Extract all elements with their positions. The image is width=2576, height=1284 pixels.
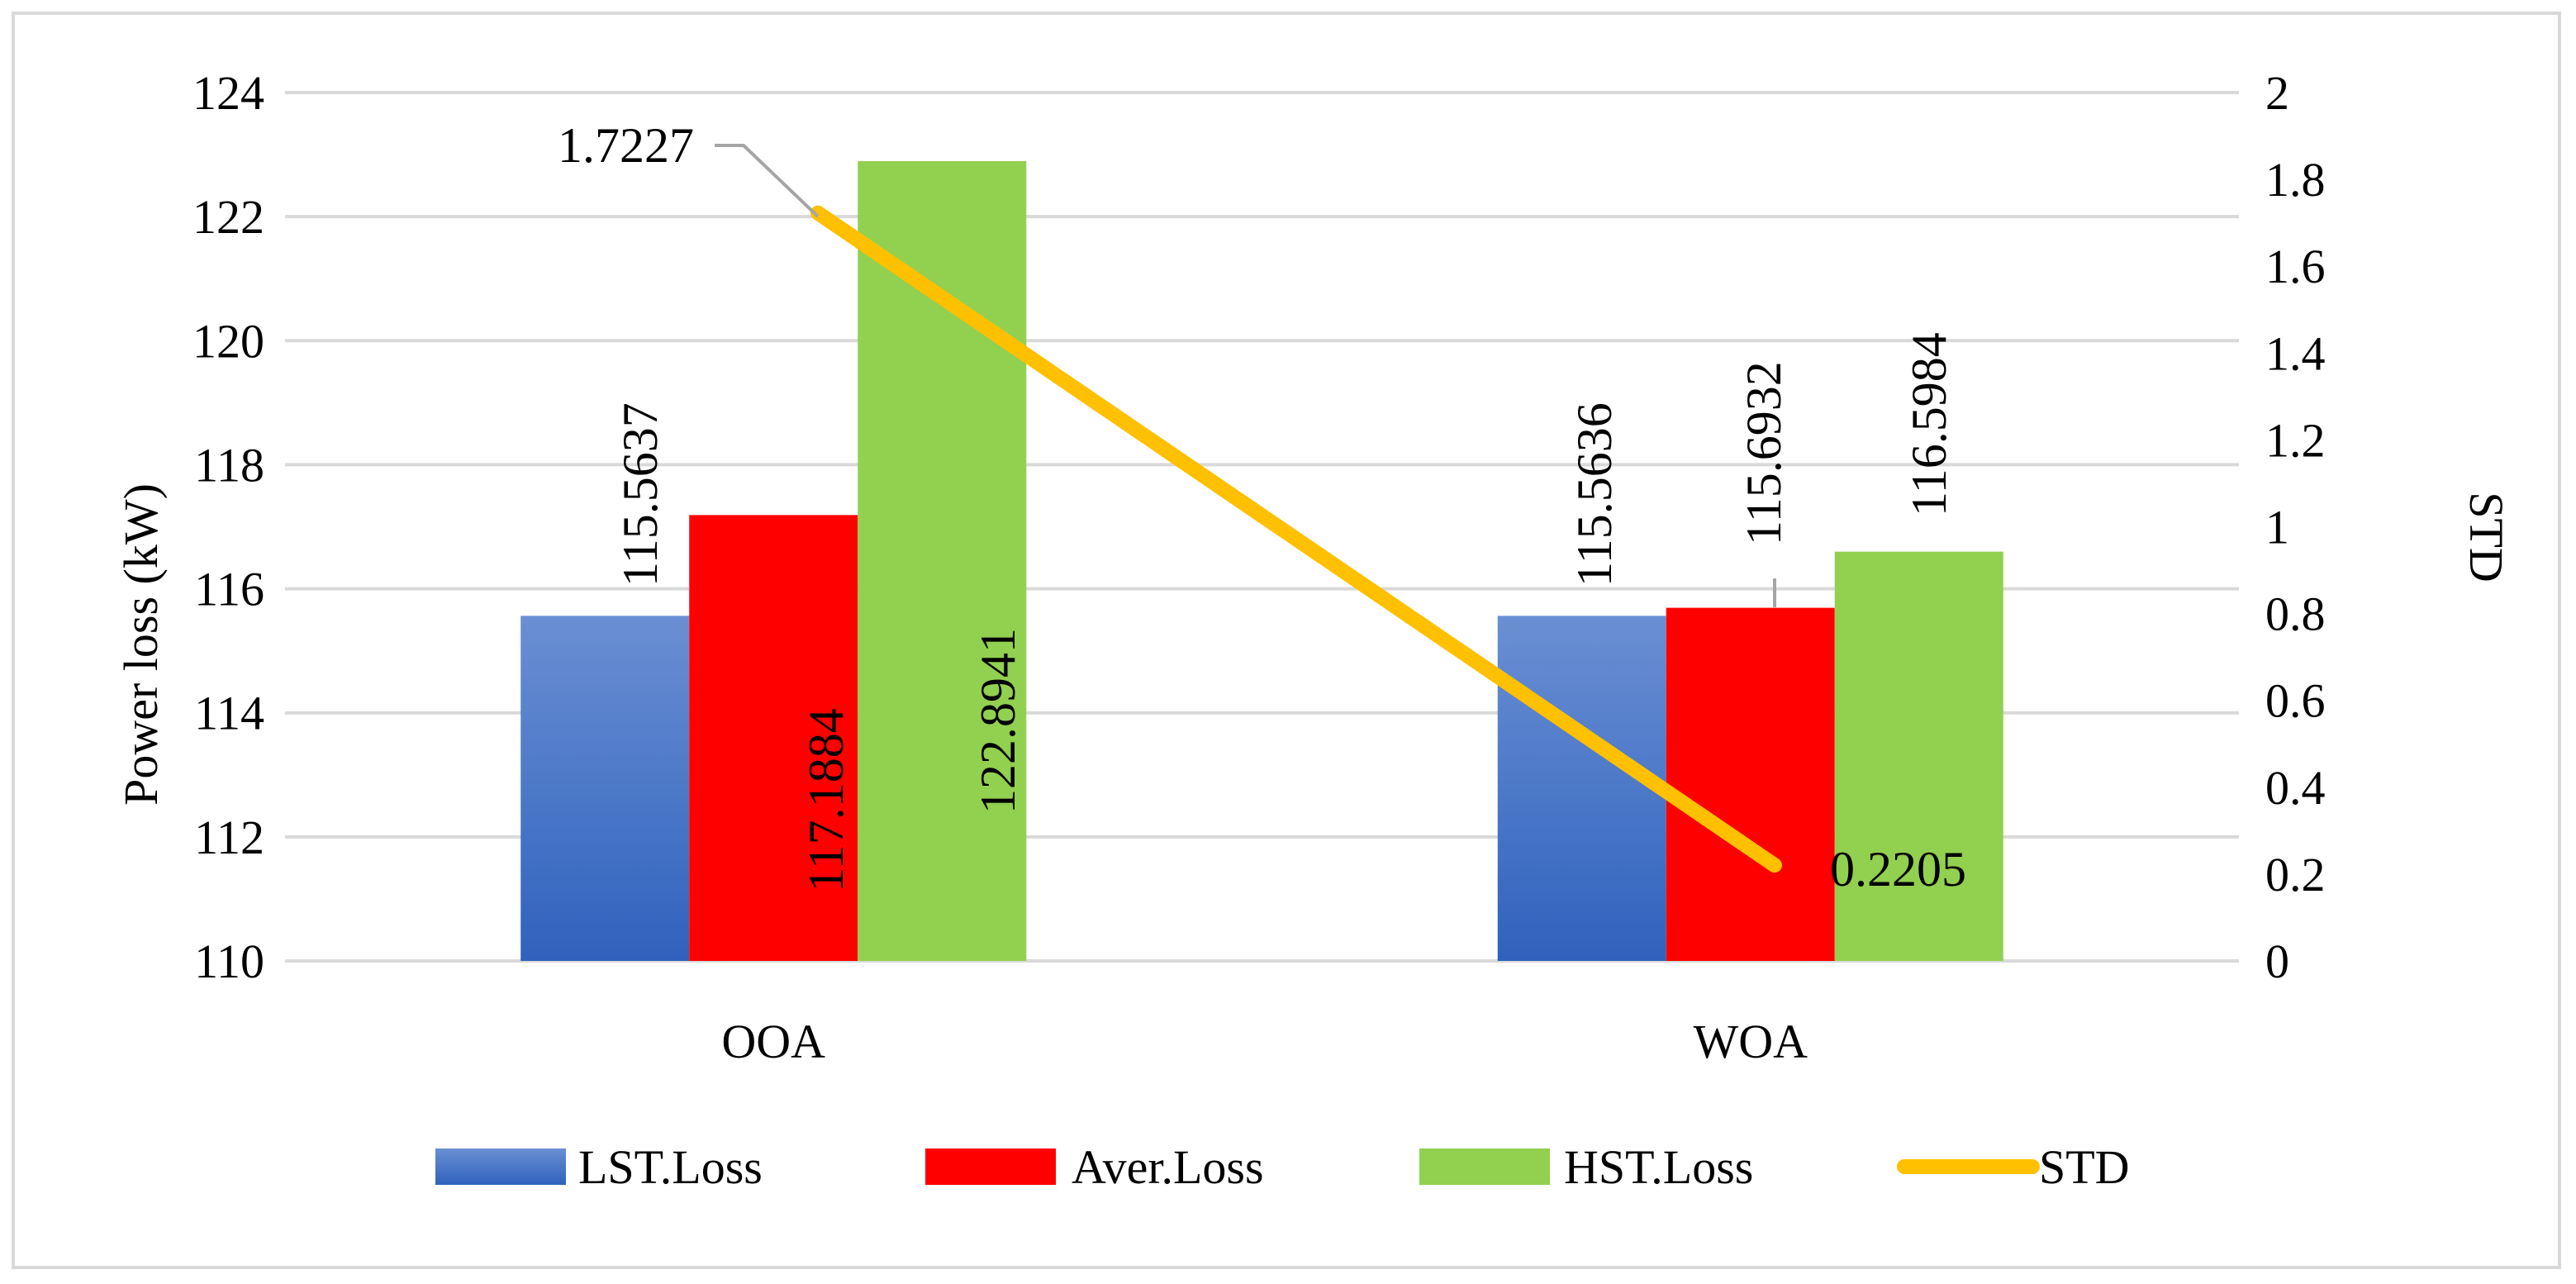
bar-data-label: 115.5637 <box>613 402 668 587</box>
y2-tick-label: 0.6 <box>2265 674 2326 728</box>
y2-tick-label: 1.2 <box>2265 413 2326 467</box>
category-label: OOA <box>721 1015 825 1068</box>
legend-swatch <box>435 1148 566 1185</box>
bar-hst-loss-ooa <box>858 161 1027 962</box>
legend-label: HST.Loss <box>1564 1140 1753 1194</box>
chart-frame <box>12 12 2561 1269</box>
y2-tick-label: 1.8 <box>2265 153 2326 207</box>
bar-lst-loss-ooa <box>520 616 690 961</box>
y2-tick-label: 0 <box>2265 934 2289 988</box>
std-line: 1.7227 0.2205 <box>558 118 1966 896</box>
bar-data-label: 117.1884 <box>799 708 853 892</box>
y-tick-label: 118 <box>194 438 264 492</box>
bar-aver-loss-ooa <box>689 515 858 961</box>
legend-label: LST.Loss <box>578 1140 763 1194</box>
y-tick-label: 122 <box>192 190 264 244</box>
std-data-label: 0.2205 <box>1830 842 1966 896</box>
leader-line <box>715 144 820 218</box>
y2-tick-label: 0.8 <box>2265 587 2326 641</box>
y2-tick-label: 1 <box>2265 501 2289 554</box>
left-axis-ticks: 110 112 114 116 118 120 122 124 <box>192 66 264 988</box>
legend-swatch <box>1419 1148 1550 1185</box>
y-axis-title: Power loss (kW) <box>114 483 168 806</box>
y2-tick-label: 0.4 <box>2265 761 2326 815</box>
right-axis-ticks: 0 0.2 0.4 0.6 0.8 1 1.2 1.4 1.6 1.8 2 <box>2265 66 2326 988</box>
y-tick-label: 116 <box>194 563 264 616</box>
category-labels: OOA WOA <box>721 1015 1808 1068</box>
y-tick-label: 110 <box>194 934 264 988</box>
y2-tick-label: 2 <box>2265 66 2289 120</box>
bar-labels: 115.5637 117.1884 122.8941 115.5636 115.6932… <box>613 332 1956 892</box>
category-label: WOA <box>1693 1015 1808 1068</box>
bar-data-label: 116.5984 <box>1902 332 1956 516</box>
y2-tick-label: 0.2 <box>2265 848 2326 901</box>
y2-axis-title: STD <box>2460 492 2513 583</box>
y-tick-label: 124 <box>192 66 264 120</box>
legend: LST.Loss Aver.Loss HST.Loss STD <box>435 1140 2130 1194</box>
y2-tick-label: 1.6 <box>2265 240 2326 293</box>
legend-swatch <box>925 1148 1056 1185</box>
bar-hst-loss-woa <box>1834 551 2003 961</box>
bars <box>520 161 2003 962</box>
bar-aver-loss-woa <box>1666 607 1835 961</box>
std-data-label: 1.7227 <box>558 118 694 173</box>
bar-data-label: 115.5636 <box>1567 402 1622 587</box>
y-tick-label: 120 <box>192 314 264 368</box>
y-tick-label: 112 <box>194 811 264 864</box>
std-series-line <box>810 205 1782 873</box>
legend-label: STD <box>2039 1140 2130 1194</box>
y-tick-label: 114 <box>194 687 264 740</box>
bar-data-label: 122.8941 <box>971 628 1025 814</box>
bar-lst-loss-woa <box>1497 616 1666 961</box>
legend-label: Aver.Loss <box>1072 1140 1264 1194</box>
y2-tick-label: 1.4 <box>2265 326 2326 380</box>
bar-data-label: 115.6932 <box>1737 361 1791 545</box>
